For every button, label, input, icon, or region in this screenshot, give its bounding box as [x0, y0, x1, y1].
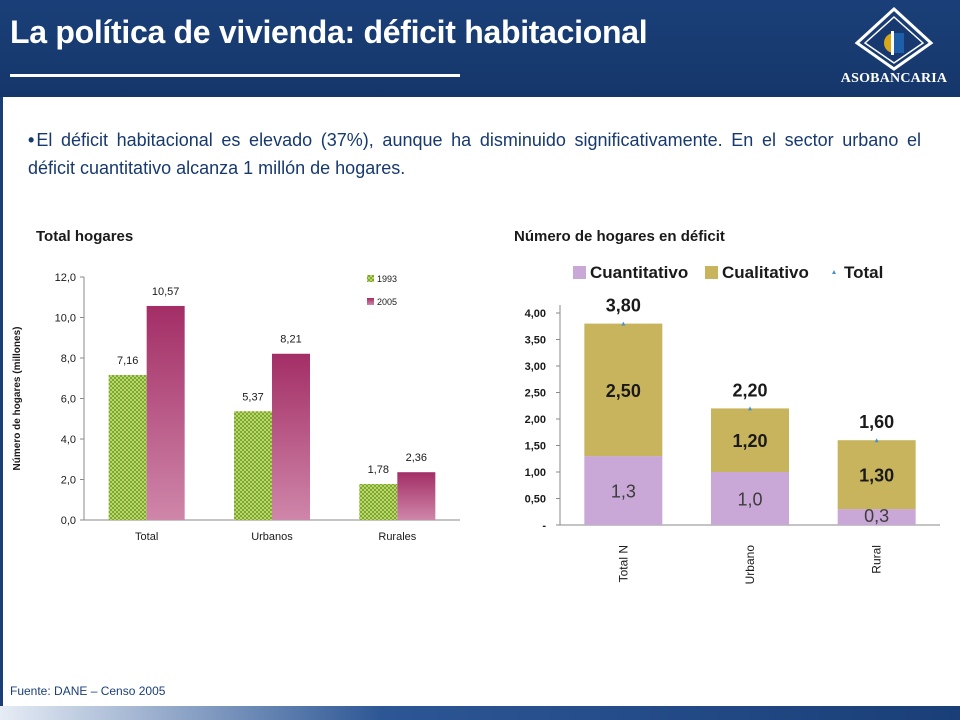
title-underline [10, 74, 460, 77]
slide-title: La política de vivienda: déficit habitac… [10, 14, 648, 50]
y-tick-label: 2,00 [525, 414, 546, 426]
bar-value-label: 2,36 [406, 452, 427, 464]
bar-2005 [146, 305, 185, 520]
total-marker-icon [748, 406, 752, 411]
bullet-text: • El déficit habitacional es elevado (37%… [28, 126, 921, 182]
bullet-marker: • [28, 130, 35, 150]
left-chart-heading: Total hogares [36, 228, 134, 245]
total-marker-icon [621, 321, 626, 326]
x-tick-label: Rural [870, 545, 884, 574]
bar-value-label: 8,21 [280, 334, 301, 346]
left-accent-bar [0, 97, 3, 720]
header-bar: La política de vivienda: déficit habitac… [0, 0, 960, 97]
y-tick-label: 3,50 [525, 335, 546, 347]
bar-cualitativo [837, 440, 916, 510]
y-tick-label: 10,0 [55, 313, 76, 325]
total-value-label: 1,60 [859, 412, 894, 432]
legend-label: 2005 [377, 297, 397, 307]
x-tick-label: Rurales [378, 531, 416, 543]
x-tick-label: Total N [616, 545, 630, 582]
y-tick-label: 3,00 [525, 361, 546, 373]
y-tick-label: 8,0 [61, 353, 76, 365]
logo-emblem-icon [854, 6, 934, 71]
legend-swatch [573, 266, 586, 279]
y-tick-label: 4,00 [525, 308, 546, 320]
y-tick-label: 0,0 [61, 515, 76, 527]
bar-cualitativo [584, 323, 663, 457]
segment-value-label: 2,50 [606, 381, 641, 401]
bullet-body: El déficit habitacional es elevado (37%)… [28, 130, 921, 178]
segment-value-label: 1,20 [732, 431, 767, 451]
legend-swatch [705, 266, 718, 279]
y-tick-label: 1,00 [525, 467, 546, 479]
bar-value-label: 7,16 [117, 355, 138, 367]
bar-2005 [397, 472, 436, 520]
y-tick-label: - [542, 520, 546, 532]
y-axis-title: Número de hogares (millones) [12, 327, 23, 471]
total-value-label: 2,20 [732, 380, 767, 400]
asobancaria-logo: ASOBANCARIA [835, 5, 953, 93]
legend-swatch [367, 275, 374, 282]
bar-1993 [359, 483, 398, 520]
hogares-deficit-chart: - 0,50 1,00 1,50 2,00 2,50 3,00 3,50 4,00 1,3 2,50… [525, 263, 940, 585]
total-value-label: 3,80 [606, 296, 641, 316]
x-tick-label: Urbanos [251, 531, 293, 543]
segment-value-label: 1,0 [737, 490, 762, 510]
segment-value-label: 1,30 [859, 466, 894, 486]
x-tick-label: Total [135, 531, 158, 543]
y-tick-label: 6,0 [61, 394, 76, 406]
y-tick-label: 2,50 [525, 388, 546, 400]
x-tick-label: Urbano [743, 545, 757, 585]
logo-text: ASOBANCARIA [840, 71, 948, 86]
bar-value-label: 10,57 [152, 286, 180, 298]
segment-value-label: 0,3 [864, 506, 889, 526]
bar-cualitativo [711, 408, 789, 472]
bar-value-label: 5,37 [242, 391, 263, 403]
bar-cuantitativo [584, 456, 663, 525]
legend-label: Total [844, 263, 883, 282]
bar-cuantitativo [837, 509, 916, 525]
footer-bar [0, 706, 960, 720]
total-marker-icon [874, 438, 879, 443]
legend-swatch [367, 298, 374, 305]
y-tick-label: 4,0 [61, 434, 76, 446]
bar-cuantitativo [711, 472, 789, 525]
bar-2005 [272, 353, 310, 520]
legend-total-marker-icon [832, 270, 836, 274]
bar-value-label: 1,78 [368, 464, 389, 476]
y-tick-label: 2,0 [61, 475, 76, 487]
bar-1993 [234, 411, 272, 520]
y-tick-label: 12,0 [55, 272, 76, 284]
bar-1993 [108, 375, 147, 520]
right-chart-heading: Número de hogares en déficit [514, 228, 725, 245]
source-footnote: Fuente: DANE – Censo 2005 [10, 684, 166, 698]
legend-label: 1993 [377, 274, 397, 284]
segment-value-label: 1,3 [611, 482, 636, 502]
legend-label: Cuantitativo [590, 263, 688, 282]
legend-label: Cualitativo [722, 263, 809, 282]
y-tick-label: 0,50 [525, 494, 546, 506]
y-tick-label: 1,50 [525, 441, 546, 453]
total-hogares-chart: 0,0 2,0 4,0 6,0 8,0 10,0 12,0 Número de hogares… [12, 272, 460, 543]
